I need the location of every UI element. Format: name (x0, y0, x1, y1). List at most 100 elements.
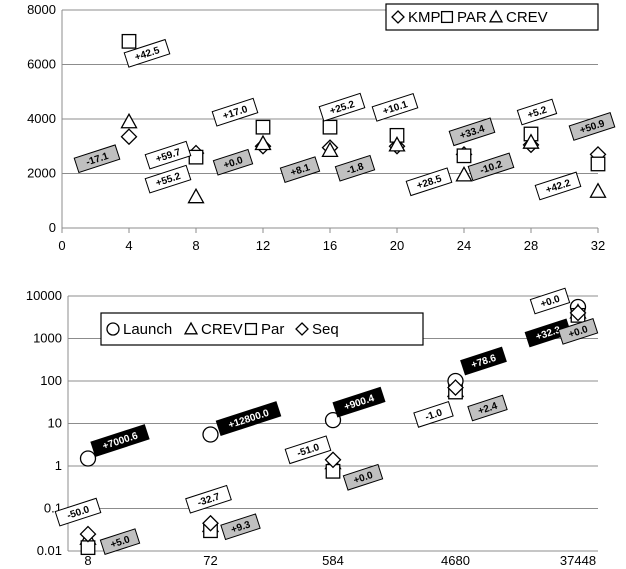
point-kmp (120, 128, 138, 146)
data-annotation-2: +59.7 (144, 140, 192, 170)
point-par (456, 148, 472, 164)
data-annotation-13: -10.2 (467, 152, 515, 182)
legend-marker-seq (295, 322, 309, 336)
chart-top: 0 2000 4000 6000 8000 0 4 8 12 16 20 24 28 32 +42.5 -17… (27, 2, 616, 253)
data-annotation-2: +5.0 (99, 528, 141, 556)
annotation-box (467, 152, 515, 182)
data-annotation-9: -1.8 (334, 154, 376, 182)
y-tick-label: 4000 (27, 111, 56, 126)
point-crev (589, 182, 607, 198)
data-annotation-11: +28.5 (405, 167, 453, 197)
point-crev (187, 187, 205, 204)
annotation-box (73, 144, 121, 174)
data-annotation-6: +25.2 (318, 92, 366, 122)
data-annotation-4: -32.7 (185, 484, 232, 514)
y-tick-label: 100 (40, 373, 62, 388)
data-annotation-5: +9.3 (220, 513, 261, 541)
legend-item-par: Par (261, 321, 284, 338)
annotation-box (371, 92, 419, 122)
y-tick-label: 2000 (27, 166, 56, 181)
point-par (121, 33, 137, 49)
point-seq (202, 514, 219, 532)
data-annotation-3: +55.2 (144, 164, 192, 194)
data-annotation-11: +2.4 (467, 394, 508, 422)
x-tick-label: 584 (322, 553, 344, 568)
point-crev (254, 134, 272, 151)
annotation-box (211, 97, 259, 127)
legend-marker-crev (183, 321, 199, 335)
annotation-box (467, 394, 508, 422)
x-tick-label: 4 (125, 238, 132, 253)
annotation-box (54, 497, 102, 527)
point-launch (79, 450, 97, 467)
annotation-box (413, 401, 454, 428)
x-tick-label: 28 (524, 238, 538, 253)
legend-marker-crev (488, 9, 504, 23)
x-tick-label: 72 (203, 553, 217, 568)
data-annotation-1: -50.0 (54, 497, 102, 527)
x-tick-label: 16 (323, 238, 337, 253)
legend-marker-kmp (391, 10, 405, 24)
data-annotation-12: +0.0 (529, 287, 571, 315)
annotation-box (529, 287, 571, 315)
point-par (322, 119, 338, 135)
annotation-box (185, 484, 232, 514)
annotation-box (516, 98, 558, 126)
point-par (590, 156, 606, 172)
legend-marker-launch (106, 322, 120, 336)
y-tick-label: 8000 (27, 2, 56, 17)
legend-box (100, 312, 424, 346)
annotation-box (123, 38, 171, 68)
data-annotation-9: +78.6 (460, 346, 507, 376)
point-launch (324, 411, 342, 429)
data-annotation-13: +32.3 (524, 318, 572, 348)
annotation-box (220, 513, 261, 541)
legend-item-kmp: KMP (408, 9, 441, 26)
x-tick-label: 8 (84, 553, 91, 568)
annotation-box (318, 92, 366, 122)
x-tick-label: 20 (390, 238, 404, 253)
annotation-box (279, 156, 321, 183)
annotation-label: -1.8 (345, 161, 365, 177)
data-annotation-12: +5.2 (516, 98, 558, 126)
annotation-box (342, 463, 384, 491)
data-annotation-0: +42.5 (123, 38, 171, 68)
point-crev (388, 136, 406, 152)
x-tick-label: 12 (256, 238, 270, 253)
annotation-label: -1.0 (424, 407, 444, 423)
data-annotation-15: +42.2 (534, 171, 582, 201)
data-annotation-3: +12800.0 (215, 401, 282, 437)
annotation-box (557, 317, 599, 345)
point-crev (120, 112, 138, 129)
x-tick-label: 0 (58, 238, 65, 253)
y-tick-label: 10 (48, 416, 62, 431)
x-tick-label: 4680 (441, 553, 470, 568)
legend-item-seq: Seq (312, 321, 339, 338)
data-annotation-7: +8.1 (279, 156, 321, 183)
point-crev (522, 133, 540, 149)
x-tick-label: 37448 (560, 553, 596, 568)
data-annotation-10: +33.4 (448, 117, 496, 147)
legend-item-crev: CREV (201, 321, 243, 338)
point-launch (202, 426, 219, 443)
annotation-box (215, 401, 282, 437)
point-seq (79, 525, 97, 543)
annotation-box (212, 148, 254, 176)
point-seq (569, 304, 587, 322)
point-seq (447, 379, 464, 397)
annotation-box (534, 171, 582, 201)
annotation-box (405, 167, 453, 197)
annotation-box (334, 154, 376, 182)
point-par (80, 540, 96, 556)
data-annotation-1: -17.1 (73, 144, 121, 174)
legend-item-launch: Launch (123, 321, 172, 338)
x-tick-label: 24 (457, 238, 471, 253)
annotation-box (284, 435, 332, 465)
annotation-box (144, 164, 192, 194)
annotation-box (144, 140, 192, 170)
point-par (188, 149, 204, 165)
data-annotation-6: +900.4 (332, 386, 386, 418)
data-annotation-14: +50.9 (568, 112, 616, 141)
annotation-box (448, 117, 496, 147)
